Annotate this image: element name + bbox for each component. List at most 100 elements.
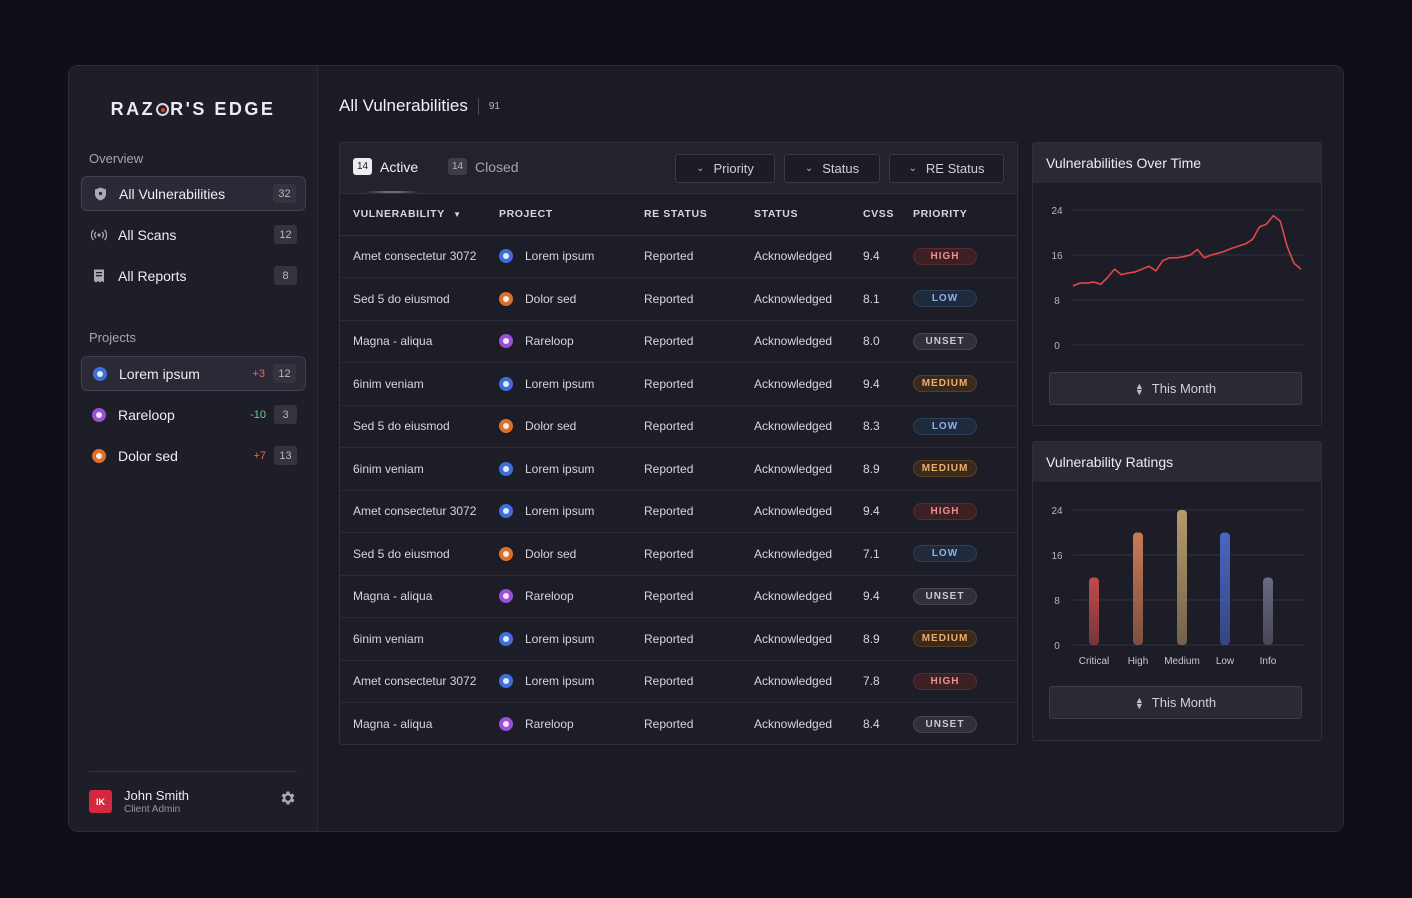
status-cell: Acknowledged xyxy=(754,660,863,703)
period-label: This Month xyxy=(1151,381,1217,396)
cvss-cell: 7.1 xyxy=(863,532,913,576)
x-tick-label: Critical xyxy=(1079,656,1110,667)
table-row[interactable]: Sed 5 do eiusmod Dolor sed Reported Acknowl… xyxy=(340,277,1017,321)
sidebar-item-project-dolor-sed[interactable]: Dolor sed +7 13 xyxy=(81,438,306,473)
count-badge: 32 xyxy=(273,184,296,203)
projects-label: Projects xyxy=(89,330,136,345)
tab-active[interactable]: 14 Active xyxy=(353,158,418,175)
re-status-filter[interactable]: ⌄ RE Status xyxy=(889,154,1004,183)
table-row[interactable]: Amet consectetur 3072 Lorem ipsum Reported… xyxy=(340,235,1017,278)
priority-badge: HIGH xyxy=(913,247,977,265)
project-name: Lorem ipsum xyxy=(525,461,595,476)
column-header-re-status[interactable]: RE STATUS xyxy=(644,194,754,236)
bar-chart: 0 8 16 24 Critical High Medium Low Info xyxy=(1051,506,1305,667)
priority-badge: LOW xyxy=(913,545,977,563)
cvss-cell: 8.3 xyxy=(863,405,913,448)
priority-badge: MEDIUM xyxy=(913,375,977,393)
project-cell: Rareloop xyxy=(499,703,644,745)
priority-badge: HIGH xyxy=(913,672,977,690)
project-name: Dolor sed xyxy=(525,291,577,306)
re-status-cell: Reported xyxy=(644,660,754,703)
count-badge: 13 xyxy=(274,446,297,465)
cvss-cell: 8.9 xyxy=(863,447,913,491)
sidebar-item-all-reports[interactable]: All Reports 8 xyxy=(81,258,306,293)
project-dot-icon xyxy=(499,631,513,646)
re-status-cell: Reported xyxy=(644,532,754,576)
column-header-priority[interactable]: PRIORITY xyxy=(913,194,1017,236)
project-name: Lorem ipsum xyxy=(525,376,595,391)
x-tick-label: High xyxy=(1128,656,1149,667)
priority-cell: LOW xyxy=(913,277,1017,321)
re-status-cell: Reported xyxy=(644,362,754,406)
priority-filter[interactable]: ⌄ Priority xyxy=(675,154,775,183)
table-row[interactable]: Magna - aliqua Rareloop Reported Acknowledg… xyxy=(340,575,1017,618)
table-row[interactable]: 6inim veniam Lorem ipsum Reported Acknowled… xyxy=(340,447,1017,491)
column-header-vulnerability[interactable]: VULNERABILITY ▼ xyxy=(340,194,499,236)
bar-medium xyxy=(1177,510,1187,645)
priority-badge: MEDIUM xyxy=(913,460,977,478)
sidebar-item-label: All Scans xyxy=(118,226,177,243)
re-status-cell: Reported xyxy=(644,235,754,278)
sidebar-item-all-scans[interactable]: All Scans 12 xyxy=(81,217,306,252)
project-name: Rareloop xyxy=(525,589,574,604)
tab-count: 14 xyxy=(448,158,467,175)
tab-label: Active xyxy=(380,158,419,175)
status-cell: Acknowledged xyxy=(754,717,833,731)
table-row[interactable]: Amet consectetur 3072 Lorem ipsum Reported… xyxy=(340,660,1017,703)
period-select-button[interactable]: ▲ ▼ This Month xyxy=(1049,372,1302,405)
project-cell: Lorem ipsum xyxy=(499,490,644,533)
column-header-status[interactable]: STATUS xyxy=(754,194,863,236)
line-chart: 0 8 16 24 xyxy=(1051,206,1305,352)
project-cell: Lorem ipsum xyxy=(499,362,644,406)
sort-arrows-icon: ▲ ▼ xyxy=(1134,694,1144,711)
delta-value: +3 xyxy=(252,367,265,380)
user-role: Client Admin xyxy=(124,804,181,815)
sidebar-item-project-rareloop[interactable]: Rareloop -10 3 xyxy=(81,397,306,432)
status-cell: Acknowledged xyxy=(754,362,863,406)
re-status-cell: Reported xyxy=(644,405,754,448)
y-tick-label: 8 xyxy=(1054,596,1060,607)
re-status-cell: Reported xyxy=(644,277,754,321)
radar-icon xyxy=(91,227,107,243)
status-cell: Acknowledged xyxy=(754,320,863,363)
project-name: Dolor sed xyxy=(525,419,577,434)
period-select-button[interactable]: ▲ ▼ This Month xyxy=(1049,686,1302,719)
column-header-project[interactable]: PROJECT xyxy=(499,194,644,236)
table-row[interactable]: 6inim veniam Lorem ipsum Reported Acknowled… xyxy=(340,617,1017,661)
column-header-cvss[interactable]: CVSS xyxy=(863,194,913,236)
brand-logo: RAZ R'S EDGE xyxy=(110,99,276,119)
chevron-down-icon: ⌄ xyxy=(804,163,814,174)
table-row[interactable]: Magna - aliqua Rareloop Reported Acknowledg… xyxy=(340,703,1017,745)
total-count: 91 xyxy=(488,100,500,112)
vulnerability-cell: Sed 5 do eiusmod xyxy=(340,532,499,576)
count-badge: 8 xyxy=(274,266,297,285)
y-tick-label: 24 xyxy=(1051,506,1063,517)
status-filter[interactable]: ⌄ Status xyxy=(784,154,880,183)
cvss-cell: 7.8 xyxy=(863,660,913,703)
project-name: Rareloop xyxy=(525,717,574,731)
priority-badge: LOW xyxy=(913,290,977,308)
sidebar-item-all-vulnerabilities[interactable]: All Vulnerabilities 32 xyxy=(81,176,306,211)
y-tick-label: 16 xyxy=(1051,551,1063,562)
tab-closed[interactable]: 14 Closed xyxy=(448,158,519,175)
project-dot-icon xyxy=(91,448,107,464)
project-cell: Lorem ipsum xyxy=(499,660,644,703)
table-row[interactable]: Sed 5 do eiusmod Dolor sed Reported Acknowl… xyxy=(340,405,1017,448)
y-tick-label: 0 xyxy=(1054,341,1060,352)
sidebar-item-project-lorem-ipsum[interactable]: Lorem ipsum +3 12 xyxy=(81,356,306,391)
table-row[interactable]: 6inim veniam Lorem ipsum Reported Acknowled… xyxy=(340,362,1017,406)
cvss-cell: 8.0 xyxy=(863,320,913,363)
chevron-down-icon: ⌄ xyxy=(908,163,917,174)
table-row[interactable]: Amet consectetur 3072 Lorem ipsum Reported… xyxy=(340,490,1017,533)
priority-cell: UNSET xyxy=(913,575,1017,618)
priority-cell: MEDIUM xyxy=(913,617,1017,661)
vulnerability-cell: 6inim veniam xyxy=(340,447,499,491)
vulnerability-cell: Magna - aliqua xyxy=(353,717,433,731)
table-row[interactable]: Sed 5 do eiusmod Dolor sed Reported Acknowl… xyxy=(340,532,1017,576)
active-tab-indicator xyxy=(362,191,422,193)
delta-value: -10 xyxy=(250,408,266,421)
delta-value: +7 xyxy=(253,449,266,462)
gear-icon[interactable] xyxy=(279,789,297,807)
project-cell: Lorem ipsum xyxy=(499,617,644,661)
table-row[interactable]: Magna - aliqua Rareloop Reported Acknowledg… xyxy=(340,320,1017,363)
